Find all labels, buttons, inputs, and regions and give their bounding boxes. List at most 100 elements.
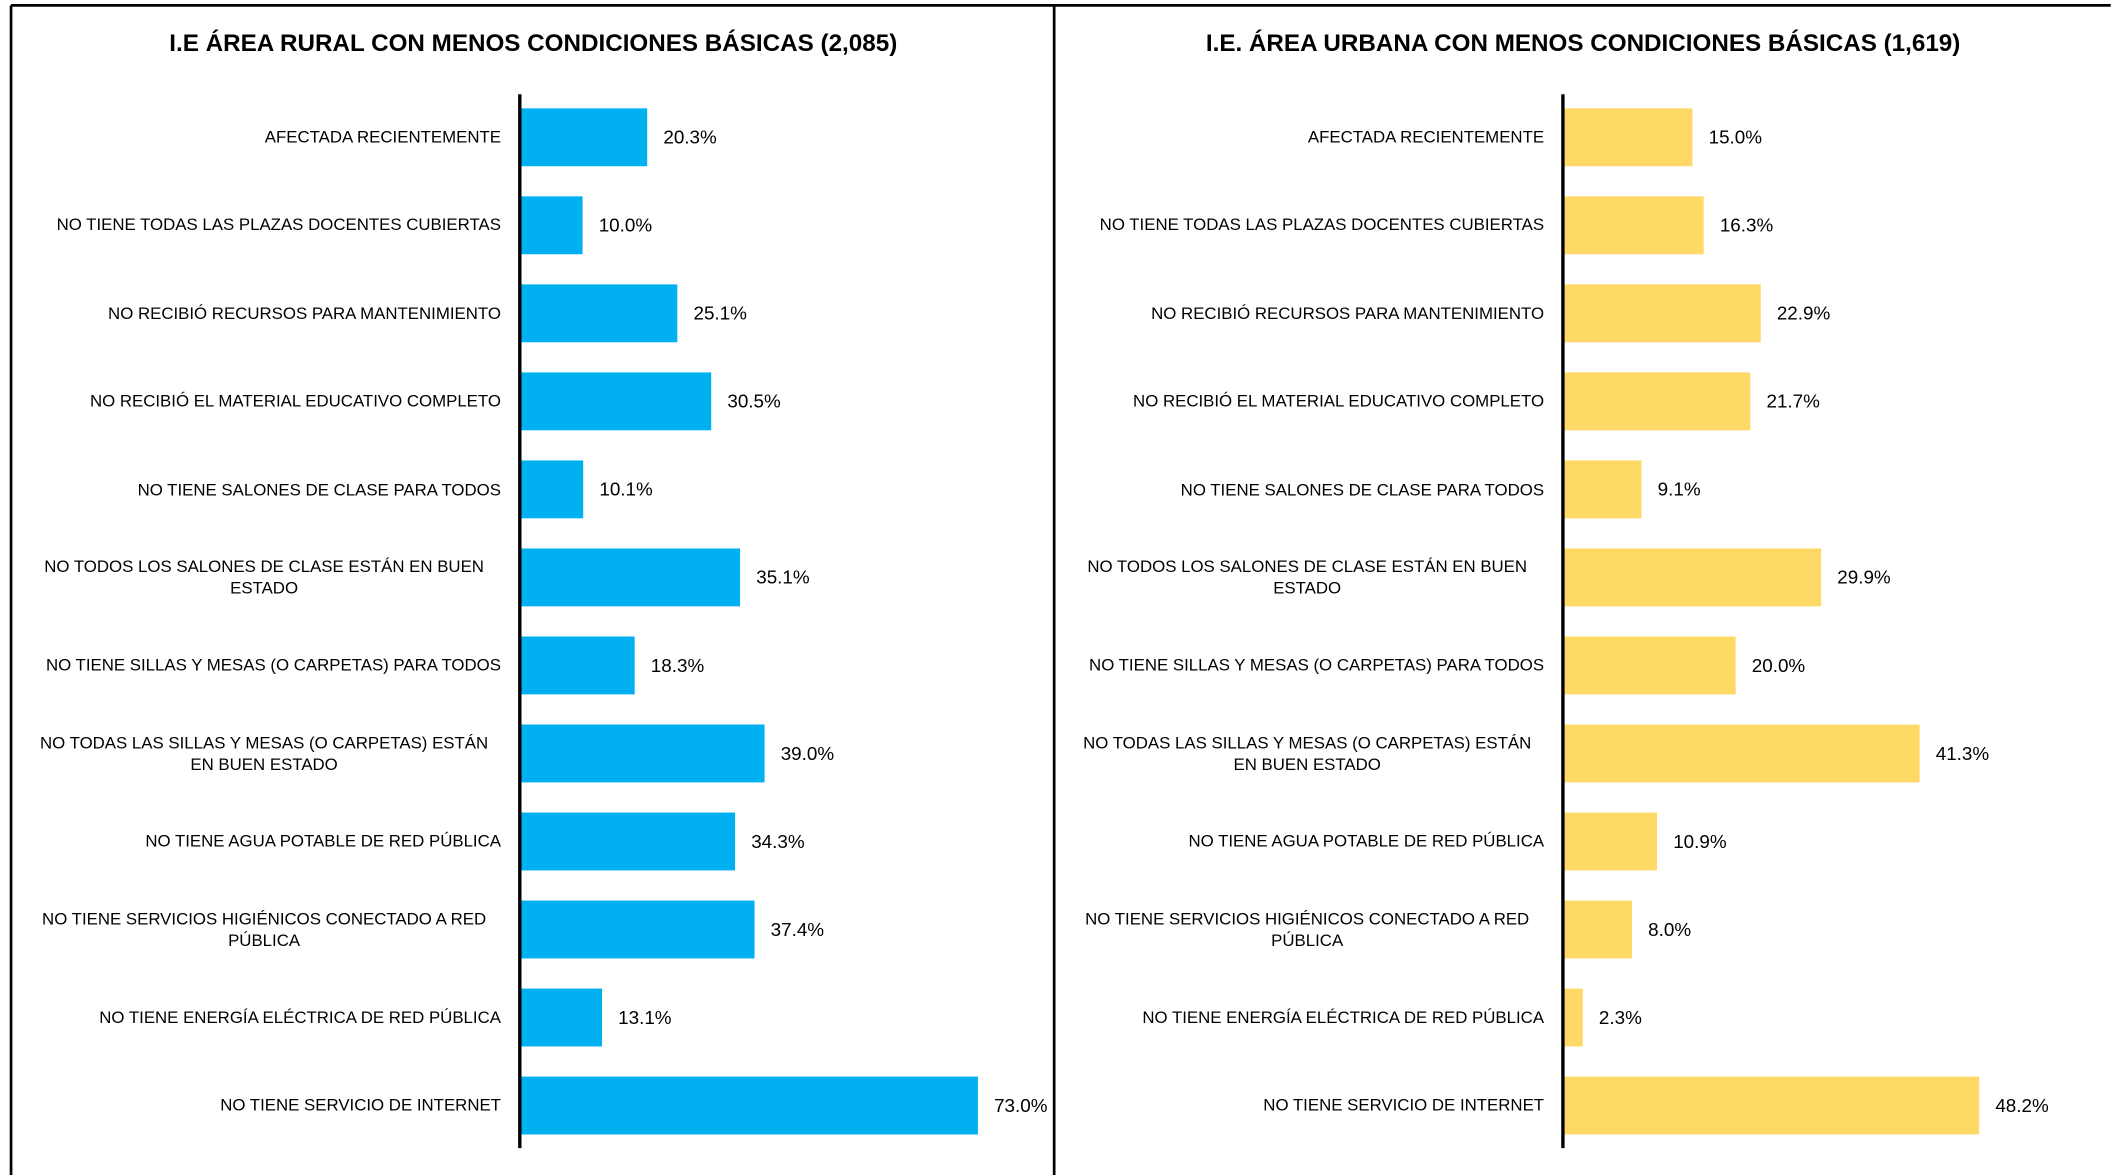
category-label-box: NO RECIBIÓ RECURSOS PARA MANTENIMIENTO: [27, 284, 501, 343]
category-label-box: AFECTADA RECIENTEMENTE: [1070, 108, 1544, 167]
bar: [519, 284, 678, 343]
category-label-box: AFECTADA RECIENTEMENTE: [27, 108, 501, 167]
category-label-text: NO TIENE SERVICIOS HIGIÉNICOS CONECTADO …: [1085, 909, 1530, 950]
category-label-text: NO RECIBIÓ RECURSOS PARA MANTENIMIENTO: [1151, 303, 1545, 323]
value-label: 8.0%: [1648, 919, 1691, 940]
bar: [519, 724, 765, 783]
category-label-text: NO TIENE SERVICIO DE INTERNET: [1263, 1096, 1545, 1115]
category-label-box: NO TIENE SILLAS Y MESAS (O CARPETAS) PAR…: [1070, 636, 1544, 695]
value-label: 10.0%: [599, 215, 653, 236]
bar: [519, 108, 648, 167]
bar: [1562, 548, 1822, 607]
category-label: NO TIENE SERVICIO DE INTERNET: [1070, 1076, 1544, 1135]
bar: [519, 460, 584, 519]
bar: [1562, 812, 1658, 871]
bar: [1562, 724, 1920, 783]
value-label: 10.9%: [1673, 831, 1727, 852]
category-label-text: NO TIENE SALONES DE CLASE PARA TODOS: [137, 479, 501, 499]
category-label: NO RECIBIÓ RECURSOS PARA MANTENIMIENTO: [27, 284, 501, 343]
value-label: 30.5%: [727, 391, 781, 412]
bar: [1562, 460, 1642, 519]
chart-title: I.E ÁREA RURAL CON MENOS CONDICIONES BÁS…: [169, 29, 897, 57]
bar: [519, 548, 741, 607]
value-label: 35.1%: [756, 567, 810, 588]
category-label: NO RECIBIÓ RECURSOS PARA MANTENIMIENTO: [1070, 284, 1544, 343]
category-label-text: NO TODAS LAS SILLAS Y MESAS (O CARPETAS)…: [39, 733, 489, 774]
category-label: NO TIENE TODAS LAS PLAZAS DOCENTES CUBIE…: [27, 196, 501, 255]
bar: [519, 372, 712, 431]
category-label: NO RECIBIÓ EL MATERIAL EDUCATIVO COMPLET…: [27, 372, 501, 431]
bar: [519, 900, 755, 959]
category-label-text: NO TIENE TODAS LAS PLAZAS DOCENTES CUBIE…: [56, 215, 501, 235]
category-label-box: NO RECIBIÓ RECURSOS PARA MANTENIMIENTO: [1070, 284, 1544, 343]
category-label-text: NO TIENE AGUA POTABLE DE RED PÚBLICA: [1188, 832, 1545, 851]
bar: [1562, 900, 1633, 959]
category-label-text: NO TIENE TODAS LAS PLAZAS DOCENTES CUBIE…: [1099, 215, 1545, 235]
category-label-text: NO RECIBIÓ RECURSOS PARA MANTENIMIENTO: [108, 303, 501, 323]
value-label: 34.3%: [751, 831, 805, 852]
category-label-text: NO TIENE SERVICIOS HIGIÉNICOS CONECTADO …: [42, 909, 487, 950]
value-label: 48.2%: [1995, 1095, 2049, 1116]
category-label-text: NO TIENE SILLAS Y MESAS (O CARPETAS) PAR…: [45, 655, 501, 675]
category-label-box: NO TIENE ENERGÍA ELÉCTRICA DE RED PÚBLIC…: [1070, 988, 1544, 1047]
category-label-box: NO RECIBIÓ EL MATERIAL EDUCATIVO COMPLET…: [27, 372, 501, 431]
value-label: 15.0%: [1709, 127, 1763, 148]
category-label-text: NO TODAS LAS SILLAS Y MESAS (O CARPETAS)…: [1083, 733, 1532, 774]
value-label: 41.3%: [1936, 743, 1990, 764]
value-label: 73.0%: [994, 1095, 1048, 1116]
category-label-box: NO TIENE AGUA POTABLE DE RED PÚBLICA: [27, 812, 501, 871]
category-label-text: NO TODOS LOS SALONES DE CLASE ESTÁN EN B…: [1087, 557, 1528, 598]
value-label: 37.4%: [771, 919, 825, 940]
value-label: 21.7%: [1766, 391, 1820, 412]
category-label-box: NO TODAS LAS SILLAS Y MESAS (O CARPETAS)…: [27, 724, 501, 783]
bar: [1562, 636, 1736, 695]
category-label: NO TODAS LAS SILLAS Y MESAS (O CARPETAS)…: [27, 724, 501, 783]
category-label: NO TIENE ENERGÍA ELÉCTRICA DE RED PÚBLIC…: [27, 988, 501, 1047]
category-label: NO TIENE TODAS LAS PLAZAS DOCENTES CUBIE…: [1099, 215, 1545, 235]
category-label: NO TODOS LOS SALONES DE CLASE ESTÁN EN B…: [1087, 557, 1528, 598]
value-label: 25.1%: [693, 303, 747, 324]
value-label: 22.9%: [1777, 303, 1831, 324]
category-label-text: AFECTADA RECIENTEMENTE: [1307, 127, 1545, 147]
category-label-box: NO TIENE SERVICIOS HIGIÉNICOS CONECTADO …: [27, 900, 501, 959]
category-label-box: NO TIENE SALONES DE CLASE PARA TODOS: [27, 460, 501, 519]
bar: [519, 988, 603, 1047]
category-label: NO TIENE SALONES DE CLASE PARA TODOS: [27, 460, 501, 519]
bar: [1562, 284, 1761, 343]
category-label: AFECTADA RECIENTEMENTE: [1070, 108, 1544, 167]
category-label-text: NO TIENE SERVICIO DE INTERNET: [220, 1096, 501, 1115]
category-label-box: NO TIENE TODAS LAS PLAZAS DOCENTES CUBIE…: [27, 196, 501, 255]
category-label-text: NO TIENE ENERGÍA ELÉCTRICA DE RED PÚBLIC…: [99, 1008, 501, 1027]
value-label: 18.3%: [651, 655, 705, 676]
category-label-box: NO TIENE SILLAS Y MESAS (O CARPETAS) PAR…: [27, 636, 501, 695]
category-label: NO TODOS LOS SALONES DE CLASE ESTÁN EN B…: [44, 557, 484, 597]
category-label-box: NO TIENE ENERGÍA ELÉCTRICA DE RED PÚBLIC…: [27, 988, 501, 1047]
category-label: NO TIENE SALONES DE CLASE PARA TODOS: [1181, 480, 1544, 499]
value-label: 20.0%: [1752, 655, 1806, 676]
bar: [1562, 988, 1583, 1047]
bar: [519, 1076, 978, 1135]
value-label: 10.1%: [599, 479, 653, 500]
value-label: 20.3%: [663, 127, 717, 148]
category-label-text: NO RECIBIÓ EL MATERIAL EDUCATIVO COMPLET…: [89, 391, 501, 411]
category-label-box: NO TIENE SERVICIO DE INTERNET: [1070, 1076, 1544, 1135]
value-label: 29.9%: [1837, 567, 1891, 588]
value-label: 39.0%: [781, 743, 835, 764]
category-label: NO TIENE SERVICIOS HIGIÉNICOS CONECTADO …: [27, 900, 501, 959]
bar: [1562, 196, 1704, 255]
category-label-box: NO TIENE SERVICIOS HIGIÉNICOS CONECTADO …: [1070, 900, 1544, 959]
value-label: 16.3%: [1720, 215, 1774, 236]
category-label-text: NO RECIBIÓ EL MATERIAL EDUCATIVO COMPLET…: [1133, 391, 1545, 411]
category-label-box: NO TIENE SERVICIO DE INTERNET: [27, 1076, 501, 1135]
category-label-text: NO TIENE ENERGÍA ELÉCTRICA DE RED PÚBLIC…: [1142, 1008, 1545, 1027]
category-label: NO TIENE ENERGÍA ELÉCTRICA DE RED PÚBLIC…: [1070, 988, 1544, 1047]
value-label: 2.3%: [1599, 1007, 1642, 1028]
category-label-box: NO TODAS LAS SILLAS Y MESAS (O CARPETAS)…: [1070, 724, 1544, 783]
category-label-text: NO TIENE AGUA POTABLE DE RED PÚBLICA: [145, 832, 501, 851]
category-label: NO TIENE AGUA POTABLE DE RED PÚBLICA: [27, 812, 501, 871]
category-label: AFECTADA RECIENTEMENTE: [27, 108, 501, 167]
bar: [1562, 1076, 1980, 1135]
category-label-text: AFECTADA RECIENTEMENTE: [264, 127, 501, 147]
category-label: NO RECIBIÓ EL MATERIAL EDUCATIVO COMPLET…: [1133, 391, 1545, 411]
